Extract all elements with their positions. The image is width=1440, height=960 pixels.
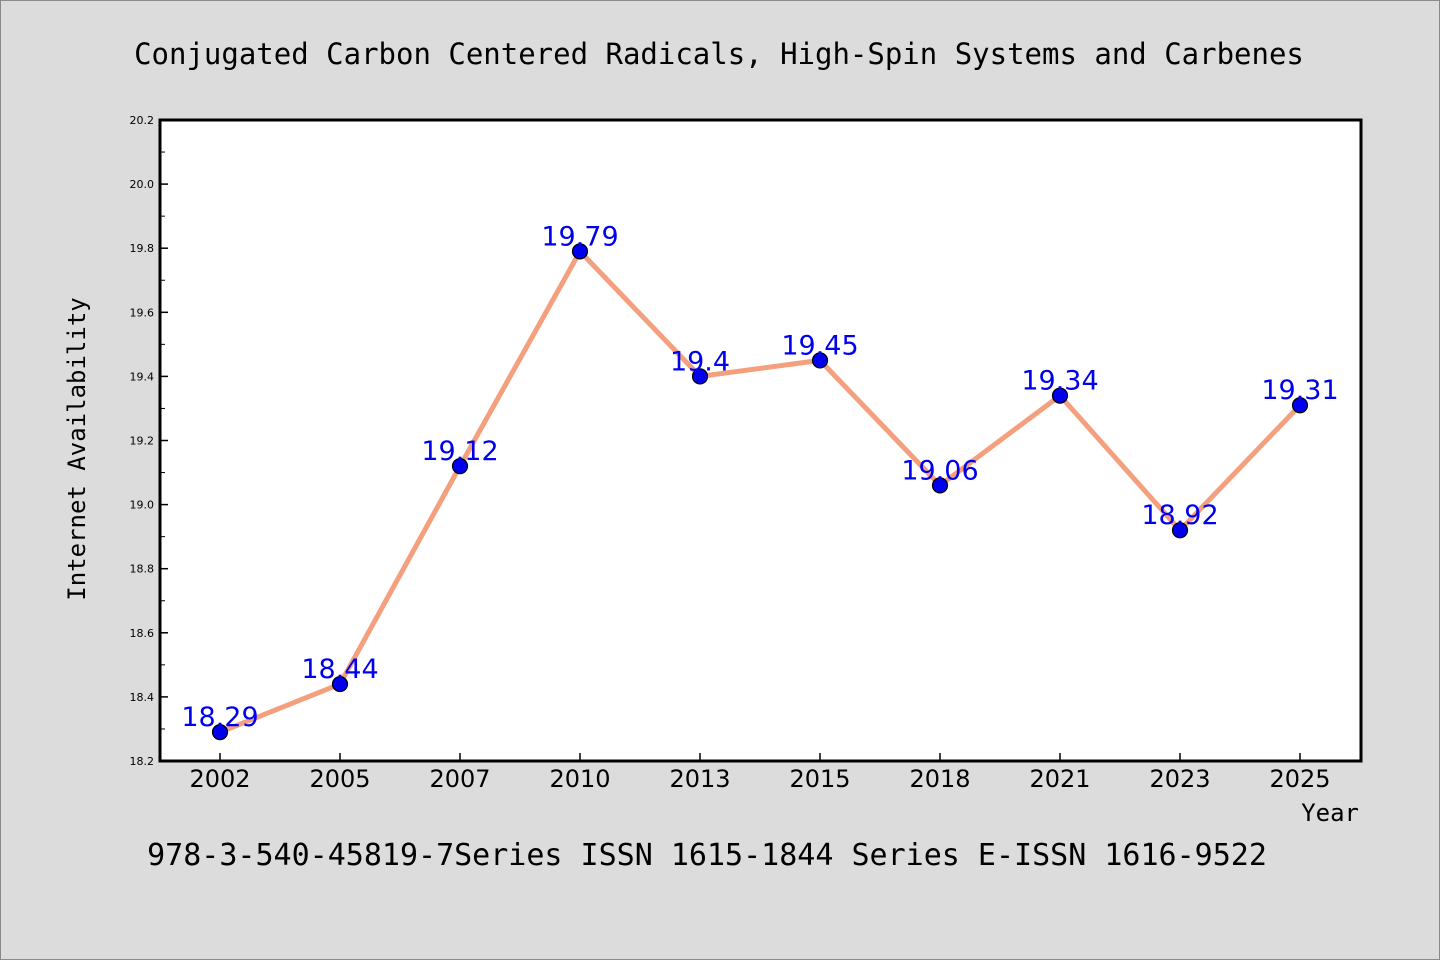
y-tick-label: 20.2 [130, 114, 155, 127]
data-labels: 18.29 18.44 19.12 19.79 19.4 19.45 19.06 19.34 1… [181, 221, 1338, 733]
plot-area [160, 120, 1361, 761]
data-point [1291, 397, 1309, 414]
y-tick-label: 19.4 [130, 370, 155, 383]
data-label: 19.31 [1261, 375, 1338, 406]
x-tick-label: 2010 [549, 765, 610, 793]
data-label: 19.12 [421, 436, 498, 467]
x-tick-label: 2005 [309, 765, 370, 793]
x-axis-label: Year [1301, 799, 1359, 827]
data-label: 18.29 [181, 702, 258, 733]
data-label: 18.92 [1141, 500, 1218, 531]
data-label: 18.44 [301, 654, 378, 685]
y-axis-label: Internet Availability [63, 297, 91, 600]
x-tick-label: 2007 [429, 765, 490, 793]
chart-title: Conjugated Carbon Centered Radicals, Hig… [134, 37, 1304, 71]
data-point [451, 458, 469, 475]
x-tick-labels: 2002 2005 2007 2010 2013 2015 2018 2021 2023 2025 [189, 765, 1330, 793]
data-markers [211, 243, 1309, 741]
data-point [571, 243, 589, 260]
data-point [1171, 522, 1189, 539]
data-label: 19.34 [1021, 366, 1098, 397]
x-tick-label: 2021 [1029, 765, 1090, 793]
x-tick-label: 2025 [1269, 765, 1330, 793]
y-tick-label: 18.8 [130, 563, 155, 576]
plot-frame [158, 118, 1363, 763]
x-tick-label: 2002 [189, 765, 250, 793]
data-label: 19.79 [541, 221, 618, 252]
y-tick-label: 20.0 [130, 178, 155, 191]
data-label: 19.06 [901, 455, 978, 486]
data-point [691, 368, 709, 385]
data-point [931, 477, 949, 494]
y-tick-label: 18.6 [130, 627, 155, 640]
x-tick-label: 2015 [789, 765, 850, 793]
footer-text: 978-3-540-45819-7Series ISSN 1615-1844 S… [147, 838, 1267, 873]
y-tick-labels: 18.2 18.4 18.6 18.8 19.0 19.2 19.4 19.6 19.8 20.0… [130, 114, 155, 768]
data-point [331, 675, 349, 693]
data-point [211, 724, 229, 741]
y-tick-label: 18.4 [130, 691, 155, 704]
y-tick-label: 19.8 [130, 242, 155, 255]
y-tick-label: 18.2 [130, 755, 155, 768]
x-tick-label: 2013 [669, 765, 730, 793]
y-tick-label: 19.0 [130, 499, 155, 512]
data-label: 19.45 [781, 330, 858, 361]
data-point [811, 352, 829, 369]
data-point [1051, 387, 1069, 404]
y-tick-label: 19.6 [130, 306, 155, 319]
series-line [217, 248, 1303, 735]
x-tick-label: 2018 [909, 765, 970, 793]
x-tick-label: 2023 [1149, 765, 1210, 793]
data-label: 19.4 [670, 346, 730, 377]
y-tick-label: 19.2 [130, 435, 155, 448]
